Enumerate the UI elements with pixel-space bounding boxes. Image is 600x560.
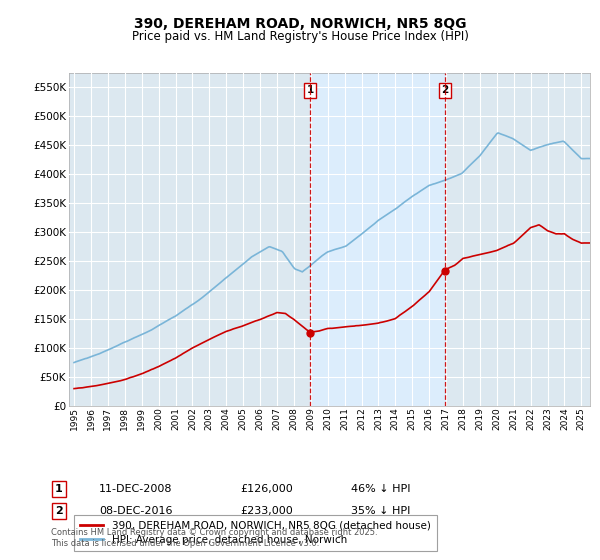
Text: 390, DEREHAM ROAD, NORWICH, NR5 8QG: 390, DEREHAM ROAD, NORWICH, NR5 8QG [134, 17, 466, 31]
Text: Price paid vs. HM Land Registry's House Price Index (HPI): Price paid vs. HM Land Registry's House … [131, 30, 469, 43]
Text: 2: 2 [55, 506, 62, 516]
Text: £126,000: £126,000 [240, 484, 293, 494]
Text: 35% ↓ HPI: 35% ↓ HPI [351, 506, 410, 516]
Text: 46% ↓ HPI: 46% ↓ HPI [351, 484, 410, 494]
Text: 11-DEC-2008: 11-DEC-2008 [99, 484, 173, 494]
Text: 1: 1 [307, 85, 314, 95]
Text: 1: 1 [55, 484, 62, 494]
Text: 2: 2 [442, 85, 449, 95]
Text: Contains HM Land Registry data © Crown copyright and database right 2025.
This d: Contains HM Land Registry data © Crown c… [51, 528, 377, 548]
Bar [310, 73, 445, 406]
Text: £233,000: £233,000 [240, 506, 293, 516]
Text: 08-DEC-2016: 08-DEC-2016 [99, 506, 173, 516]
Legend: 390, DEREHAM ROAD, NORWICH, NR5 8QG (detached house), HPI: Average price, detach: 390, DEREHAM ROAD, NORWICH, NR5 8QG (det… [74, 515, 437, 551]
